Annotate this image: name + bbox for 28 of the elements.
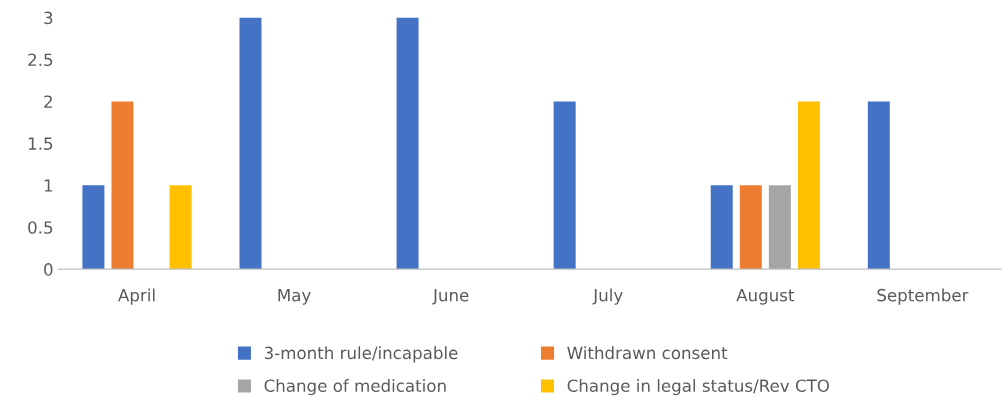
bar [710,185,733,270]
bar [239,17,262,270]
bar [111,101,134,270]
y-tick-label: 2.5 [28,53,53,67]
x-tick-label: June [432,289,469,305]
bar [797,101,820,270]
x-tick-label: August [736,289,795,305]
x-tick-label: July [592,288,623,305]
y-tick-label: 0.5 [28,221,53,234]
legend-label: Withdrawn consent [567,346,728,360]
bar [739,185,762,270]
x-tick-label: May [278,289,311,305]
x-tick-label: April [118,288,155,305]
y-tick-label: 3 [44,11,53,25]
legend-label: Change in legal status/Rev CTO [567,379,829,396]
y-tick-label: 1.5 [28,137,53,150]
legend-label: 3-month rule/incapable [264,346,458,363]
bar [553,101,576,270]
y-tick-label: 1 [44,179,53,192]
bar [768,185,791,270]
x-tick-label: September [877,288,969,305]
bar [169,185,192,270]
bar [396,17,419,270]
y-tick-label: 2 [44,95,52,108]
legend-label: Change of medication [264,379,446,396]
bar [867,101,890,270]
bar [82,185,105,270]
y-tick-label: 0 [44,263,53,276]
